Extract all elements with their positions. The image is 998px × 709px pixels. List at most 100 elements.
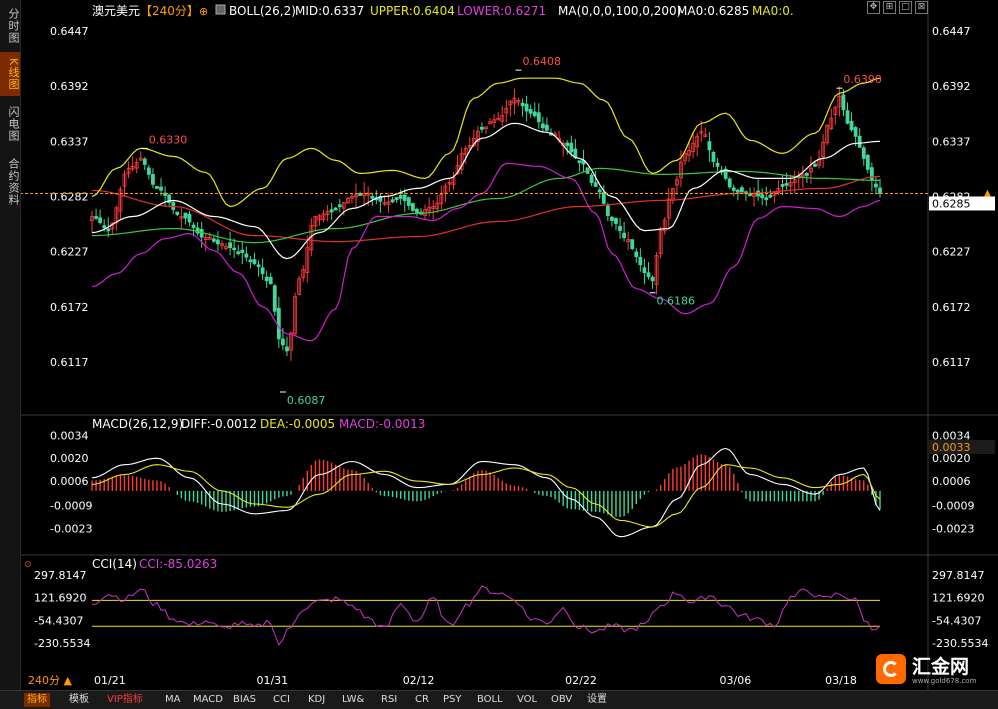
side-tab-1[interactable]: K线图: [0, 52, 20, 96]
candle-body: [703, 134, 708, 138]
candle-body: [175, 211, 180, 216]
candle-body: [406, 197, 411, 206]
candle-body: [675, 179, 679, 186]
candle-body: [256, 264, 261, 267]
candle-body: [447, 182, 452, 185]
toolbar-item-13[interactable]: VOL: [517, 694, 538, 705]
candle-body: [240, 249, 245, 253]
main-ytick-right: 0.6117: [932, 356, 971, 369]
main-ytick-right: 0.6337: [932, 135, 971, 148]
macd-ytick-right: 0.0020: [932, 452, 971, 465]
candle-body: [569, 142, 574, 153]
candle-body: [853, 127, 858, 137]
candle-body: [106, 228, 111, 232]
toolbar-item-11[interactable]: PSY: [443, 694, 462, 705]
candle-body: [804, 172, 809, 176]
period-selector[interactable]: 240分 ▲: [28, 674, 72, 687]
candle-body: [589, 174, 594, 184]
x-axis-label: 03/06: [720, 674, 752, 687]
main-ytick-left: 0.6282: [50, 190, 89, 203]
cci-ytick-left: -230.5534: [34, 637, 90, 650]
candle-body: [768, 194, 773, 198]
candle-body: [695, 135, 700, 148]
cci-ytick-right: 297.8147: [932, 569, 985, 582]
candle-body: [260, 267, 265, 275]
candle-body: [467, 145, 472, 149]
x-axis-label: 02/22: [565, 674, 597, 687]
toolbar-item-5[interactable]: BIAS: [233, 694, 256, 705]
candle-body: [516, 100, 521, 103]
toolbar-item-0[interactable]: 指标: [24, 693, 50, 707]
toolbar-item-14[interactable]: OBV: [551, 694, 573, 705]
price-annotation: 0.6330: [149, 133, 188, 146]
restore-icon[interactable]: ⊞: [883, 1, 896, 14]
candle-body: [869, 167, 874, 181]
candle-body: [699, 130, 704, 134]
toolbar-item-9[interactable]: RSI: [381, 694, 398, 705]
brand-logo: 汇金网 www.gold678.com: [876, 652, 996, 688]
candle-body: [321, 213, 326, 220]
candle-body: [155, 186, 159, 189]
candle-body: [524, 103, 529, 112]
candle-body: [565, 142, 570, 147]
candle-body: [731, 187, 736, 191]
candle-body: [634, 251, 639, 258]
toolbar-item-3[interactable]: MA: [165, 694, 181, 705]
side-tab-bar: 分时图 K线图闪电图合约资料: [0, 0, 21, 690]
candle-body: [159, 186, 163, 191]
candle-body: [126, 167, 131, 174]
main-ytick-right: 0.6447: [932, 25, 971, 38]
close-icon[interactable]: ⊠: [915, 1, 928, 14]
ma-long-line: [91, 175, 881, 243]
candle-body: [662, 219, 667, 232]
main-header-2: BOLL(26,2): [229, 4, 296, 18]
candle-body: [597, 189, 602, 193]
candle-body: [211, 238, 216, 242]
candle-body: [841, 94, 846, 111]
candle-body: [333, 207, 338, 211]
toolbar-item-2[interactable]: VIP指标: [107, 694, 143, 705]
candle-body: [386, 201, 391, 205]
candle-body: [484, 126, 488, 130]
settings-icon: ⊕: [199, 5, 208, 18]
candle-body: [626, 239, 631, 243]
candle-body: [220, 243, 224, 246]
candle-body: [540, 123, 545, 129]
side-tab-2[interactable]: 闪电图: [7, 106, 20, 142]
toolbar-item-12[interactable]: BOLL: [477, 694, 503, 705]
cci-ytick-left: 297.8147: [34, 569, 87, 582]
candle-body: [459, 152, 464, 170]
candle-body: [276, 307, 281, 340]
maximize-icon[interactable]: □: [899, 1, 912, 14]
macd-header-2: DEA:-0.0005: [260, 417, 335, 431]
x-axis-label: 01/31: [256, 674, 288, 687]
macd-header-3: MACD:-0.0013: [339, 417, 425, 431]
macd-ytick-left: -0.0023: [50, 523, 92, 536]
candle-body: [305, 247, 310, 273]
toolbar-item-4[interactable]: MACD: [193, 694, 223, 705]
toolbar-item-1[interactable]: 模板: [69, 694, 89, 705]
side-tab-0[interactable]: 分时图: [7, 8, 20, 44]
side-tab-3[interactable]: 合约资料: [7, 158, 20, 206]
toolbar-item-6[interactable]: CCI: [273, 694, 290, 705]
candle-body: [264, 276, 269, 282]
candle-body: [394, 197, 399, 201]
candle-body: [638, 257, 643, 266]
candle-body: [825, 124, 830, 144]
toolbar-item-10[interactable]: CR: [415, 694, 429, 705]
macd-header-0: MACD(26,12,9): [92, 417, 183, 431]
cci-header-label: CCI(14): [92, 557, 137, 571]
x-axis-label: 03/18: [825, 674, 857, 687]
toolbar-item-15[interactable]: 设置: [587, 694, 607, 705]
move-icon[interactable]: ✥: [867, 1, 880, 14]
macd-ytick-left: 0.0020: [50, 452, 89, 465]
toolbar-item-8[interactable]: LW&: [342, 694, 365, 705]
ma-green-line: [91, 167, 880, 244]
cci-ytick-right: -230.5534: [932, 637, 988, 650]
price-annotation: 0.6087: [287, 394, 326, 407]
indicator-toolbar: 指标 模板 VIP指标 MA MACD BIAS CCI KDJ LW& RSI CR PSY BOLL…: [0, 690, 998, 709]
toolbar-item-7[interactable]: KDJ: [308, 694, 326, 705]
candle-body: [687, 150, 691, 156]
main-ytick-right: 0.6392: [932, 80, 971, 93]
cci-ytick-left: 121.6920: [34, 592, 87, 605]
